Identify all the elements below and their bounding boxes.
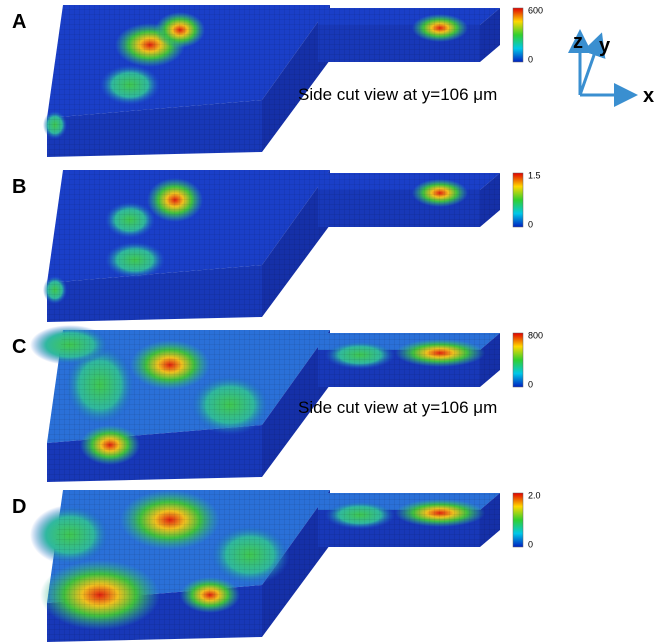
colorbar	[512, 172, 524, 228]
axes-triad	[568, 29, 638, 107]
colorbar	[512, 492, 524, 548]
mesh-block	[43, 5, 330, 157]
side-cut-block	[318, 333, 500, 387]
side-cut-block	[318, 493, 500, 547]
caption: Side cut view at y=106 μm	[298, 85, 497, 104]
mesh-grid	[318, 333, 500, 387]
side-cut-block	[318, 173, 500, 227]
panel-label: A	[12, 11, 26, 33]
mesh-grid	[47, 490, 330, 642]
mesh-grid	[47, 5, 330, 157]
mesh-grid	[318, 173, 500, 227]
mesh-grid	[318, 8, 500, 62]
panel-label: B	[12, 176, 26, 198]
colorbar-max: 2.0	[528, 490, 541, 500]
mesh-block	[43, 170, 330, 322]
caption: Side cut view at y=106 μm	[298, 398, 497, 417]
panel: A 600 0 Side cut view at y=106 μm	[12, 5, 543, 157]
panel: C 800 0 Side cut view at y=106 μm	[12, 325, 543, 482]
colorbar	[512, 332, 524, 388]
colorbar-min: 0	[528, 219, 533, 229]
mesh-block	[30, 325, 330, 482]
panel-label: D	[12, 496, 26, 518]
mesh-grid	[47, 330, 330, 482]
mesh-grid	[318, 493, 500, 547]
axis-label: z	[573, 31, 583, 53]
colorbar-min: 0	[528, 379, 533, 389]
colorbar-min: 0	[528, 54, 533, 64]
colorbar-max: 1.5	[528, 170, 541, 180]
axis-label: x	[643, 85, 654, 107]
colorbar-max: 600	[528, 5, 543, 15]
colorbar-min: 0	[528, 539, 533, 549]
mesh-grid	[47, 170, 330, 322]
panel: B 1.5 0	[12, 170, 541, 322]
panel-label: C	[12, 336, 26, 358]
mesh-block	[30, 490, 330, 642]
colorbar-max: 800	[528, 330, 543, 340]
side-cut-block	[318, 8, 500, 62]
axis-label: y	[599, 35, 611, 57]
panel: D 2.0 0	[12, 490, 541, 642]
colorbar	[512, 7, 524, 63]
